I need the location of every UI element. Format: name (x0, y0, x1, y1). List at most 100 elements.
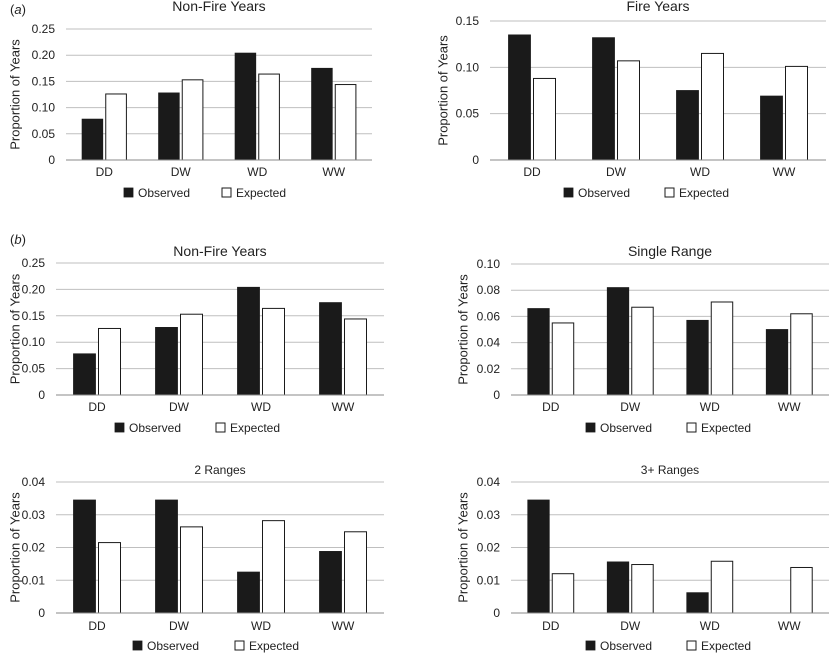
chart4-xtick-label: WD (700, 400, 720, 414)
chart1-bar-observed (158, 92, 180, 161)
chart5-xtick-label: DW (169, 619, 190, 633)
chart2-ytick-label: 0.05 (456, 107, 480, 121)
chart2-bar-expected (785, 65, 808, 161)
chart3-bar-expected (262, 307, 285, 396)
chart4-bar-observed (527, 308, 550, 396)
chart4-bar-expected (710, 301, 734, 396)
chart6-legend-expected-label: Expected (701, 639, 751, 653)
chart1-bar-expected (105, 93, 127, 161)
chart5-legend-observed-swatch (132, 640, 143, 651)
chart3-legend-observed-swatch (114, 422, 125, 433)
chart2-ytick-label: 0 (472, 153, 479, 167)
chart5-ytick-label: 0.02 (22, 541, 46, 555)
chart2-legend-observed-swatch (563, 187, 574, 198)
panel-label-b-letter: b (14, 232, 22, 247)
chart2-title: Fire Years (626, 0, 689, 14)
chart1-bar-observed (311, 67, 333, 161)
chart4-legend-observed-swatch (585, 422, 596, 433)
chart1-xtick-label: WW (322, 165, 345, 179)
chart6-bar-observed (686, 592, 709, 614)
chart6-bar-expected (631, 564, 654, 614)
chart6-xtick-label: WD (700, 619, 720, 633)
chart1-ytick-label: 0.15 (32, 74, 56, 88)
chart3-ytick-label: 0.20 (22, 282, 46, 296)
chart1-legend-observed-label: Observed (138, 186, 190, 200)
chart3-ytick-label: 0.25 (22, 256, 46, 270)
chart6-ytick-label: 0.02 (477, 541, 501, 555)
chart2-legend-observed-label: Observed (578, 186, 630, 200)
chart1-bar-observed (81, 118, 104, 161)
chart5-bar-expected (344, 531, 367, 614)
chart4-bar-expected (551, 322, 575, 396)
chart3-bar-observed (155, 327, 178, 396)
chart2-xtick-label: DD (523, 165, 541, 179)
chart2-xtick-label: WD (690, 165, 710, 179)
chart2-bar-observed (592, 37, 615, 161)
chart5-bar-expected (180, 526, 203, 614)
chart5-bar-observed (73, 499, 96, 614)
chart1-ytick-label: 0.05 (32, 127, 56, 141)
chart6-bar-observed (527, 499, 550, 614)
chart6-xtick-label: DD (542, 619, 560, 633)
chart2-legend-expected-swatch (664, 187, 675, 198)
chart5-legend-observed-label: Observed (147, 639, 199, 653)
chart3-xtick-label: DD (88, 400, 106, 414)
chart2-ytick-label: 0.10 (456, 60, 480, 74)
chart4-legend-expected-label: Expected (701, 421, 751, 435)
chart4-xtick-label: DD (542, 400, 560, 414)
chart5-xtick-label: WD (251, 619, 271, 633)
chart5-ytick-label: 0.03 (22, 508, 46, 522)
chart4-bar-observed (686, 319, 709, 396)
panel-label-a-letter: a (14, 2, 22, 17)
chart3-ytick-label: 0 (38, 388, 45, 402)
chart6-legend-expected-swatch (686, 640, 697, 651)
chart3-ylabel: Proportion of Years (7, 273, 22, 384)
chart3-bar-expected (180, 313, 203, 396)
chart4-ytick-label: 0.04 (477, 336, 501, 350)
chart4-legend-observed-label: Observed (600, 421, 652, 435)
chart3-xtick-label: WW (332, 400, 355, 414)
chart4-ytick-label: 0 (493, 388, 500, 402)
chart2-bar-observed (760, 95, 783, 161)
chart4-xtick-label: DW (620, 400, 641, 414)
chart6-ytick-label: 0.03 (477, 508, 501, 522)
chart4-ytick-label: 0.06 (477, 309, 501, 323)
chart3-legend-expected-label: Expected (230, 421, 280, 435)
chart6-xtick-label: WW (778, 619, 801, 633)
chart1-legend-expected-label: Expected (236, 186, 286, 200)
chart1-ytick-label: 0.20 (32, 48, 56, 62)
chart4-ytick-label: 0.08 (477, 283, 501, 297)
chart5-legend-expected-swatch (234, 640, 245, 651)
chart3-bar-observed (237, 286, 260, 396)
chart3-bar-expected (344, 318, 367, 396)
chart6-bar-expected (551, 573, 575, 614)
chart5-bar-expected (98, 542, 121, 614)
chart5-ytick-label: 0.04 (22, 475, 46, 489)
chart3-legend-observed-label: Observed (129, 421, 181, 435)
chart2-xtick-label: WW (773, 165, 796, 179)
chart4-legend-expected-swatch (686, 422, 697, 433)
chart5-bar-expected (262, 520, 285, 614)
chart1-ytick-label: 0.25 (32, 22, 56, 36)
chart1-bar-observed (234, 52, 257, 161)
chart5-ytick-label: 0.01 (22, 573, 46, 587)
chart5-bar-observed (237, 571, 260, 614)
chart1-title: Non-Fire Years (172, 0, 265, 14)
chart4-title: Single Range (628, 243, 712, 259)
chart4-bar-observed (606, 287, 630, 396)
chart6-xtick-label: DW (620, 619, 641, 633)
chart4-bar-expected (631, 306, 654, 396)
chart5-xtick-label: WW (332, 619, 355, 633)
chart4-xtick-label: WW (778, 400, 801, 414)
chart3-ytick-label: 0.15 (22, 309, 46, 323)
chart2-bar-observed (508, 34, 531, 161)
chart1-xtick-label: DW (171, 165, 192, 179)
chart3-xtick-label: WD (251, 400, 271, 414)
chart1-legend-observed-swatch (123, 187, 134, 198)
chart2-bar-observed (676, 90, 699, 161)
chart1-ytick-label: 0 (48, 153, 55, 167)
chart5-bar-observed (319, 551, 342, 614)
chart1-ylabel: Proportion of Years (7, 39, 22, 150)
chart3-ytick-label: 0.10 (22, 335, 46, 349)
